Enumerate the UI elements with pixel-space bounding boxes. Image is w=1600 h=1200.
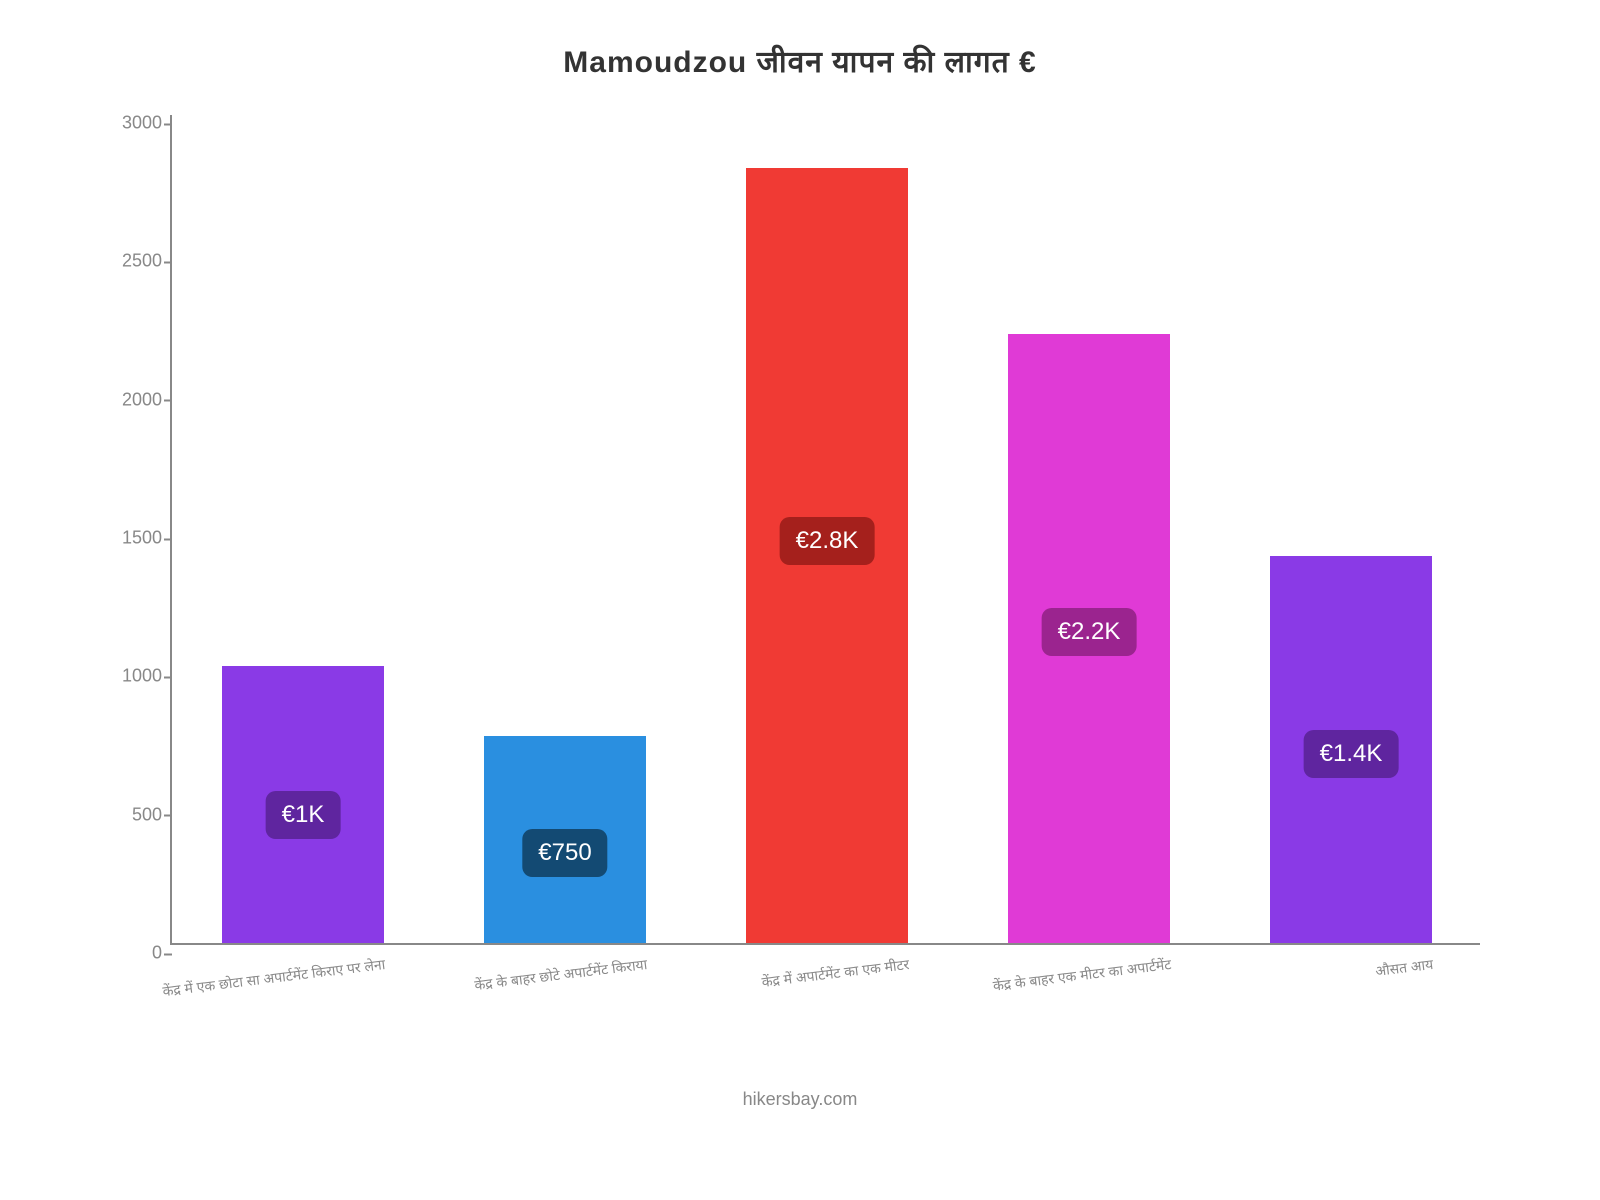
bar-value-label: €2.2K [1042,608,1137,656]
y-axis-tick: 2000 [110,389,162,410]
chart-plot-area: 050010001500200025003000€1Kकेंद्र में एक… [170,115,1480,945]
y-axis-tick: 0 [110,943,162,964]
y-axis-tick: 2500 [110,251,162,272]
x-axis-label: केंद्र के बाहर छोटे अपार्टमेंट किराया [348,955,648,1010]
chart-bar: €1.4K [1270,556,1432,943]
bar-value-label: €1K [266,791,341,839]
watermark-text: hikersbay.com [60,1089,1540,1110]
y-axis-tick: 1000 [110,666,162,687]
chart-bar: €1K [222,666,384,943]
chart-bar: €2.2K [1008,334,1170,943]
chart-container: Mamoudzou जीवन यापन की लागत € 0500100015… [60,20,1540,1120]
y-axis-tick: 3000 [110,113,162,134]
y-axis-tick: 1500 [110,528,162,549]
y-axis-tick: 500 [110,804,162,825]
chart-title: Mamoudzou जीवन यापन की लागत € [60,20,1540,91]
bar-value-label: €1.4K [1304,730,1399,778]
bar-value-label: €2.8K [780,517,875,565]
bar-value-label: €750 [522,829,607,877]
chart-bar: €750 [484,736,646,944]
x-axis-label: केंद्र के बाहर एक मीटर का अपार्टमेंट [872,955,1172,1010]
chart-bar: €2.8K [746,168,908,943]
x-axis-label: औसत आय [1134,955,1434,1010]
x-axis-label: केंद्र में अपार्टमेंट का एक मीटर [610,955,910,1010]
